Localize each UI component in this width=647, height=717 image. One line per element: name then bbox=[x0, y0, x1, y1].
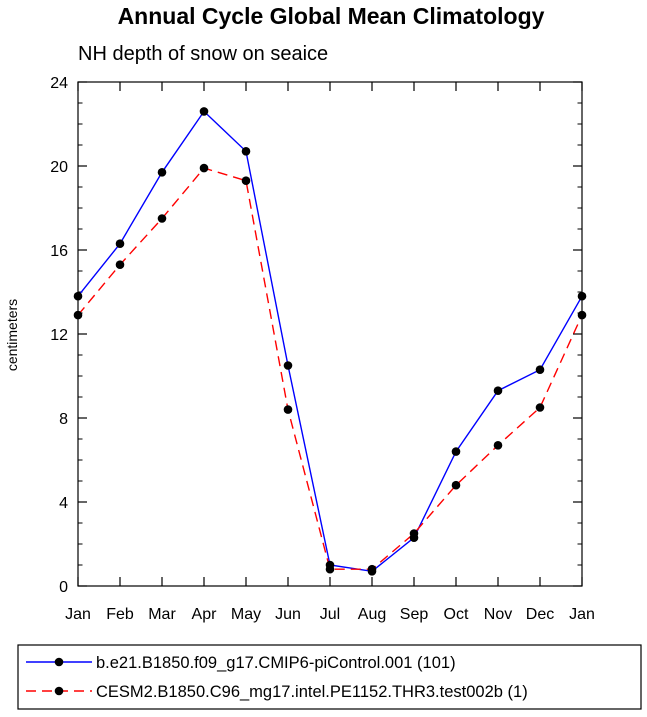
x-tick-label: Sep bbox=[400, 606, 429, 623]
data-point-series-2 bbox=[157, 214, 167, 223]
data-point-series-2 bbox=[241, 176, 251, 185]
y-axis-label: centimeters bbox=[4, 299, 20, 371]
data-point-series-2 bbox=[115, 260, 125, 270]
legend-label-2: CESM2.B1850.C96_mg17.intel.PE1152.THR3.t… bbox=[96, 683, 528, 701]
series-line-2 bbox=[77, 167, 583, 570]
data-point-series-2 bbox=[325, 564, 335, 574]
x-tick-label: Feb bbox=[106, 606, 134, 623]
data-point-series-1 bbox=[535, 365, 545, 375]
legend: b.e21.B1850.f09_g17.CMIP6-piControl.001 … bbox=[26, 654, 528, 701]
legend-box bbox=[17, 644, 642, 710]
y-tick-label: 16 bbox=[50, 243, 68, 260]
legend-marker-1 bbox=[54, 657, 64, 667]
y-tick-label: 12 bbox=[50, 327, 68, 344]
x-tick-label: Aug bbox=[358, 606, 386, 623]
y-tick-label: 24 bbox=[50, 75, 68, 92]
data-point-series-1 bbox=[283, 361, 293, 370]
data-point-series-2 bbox=[409, 529, 419, 538]
y-tick-label: 4 bbox=[59, 495, 68, 512]
data-point-series-1 bbox=[241, 147, 251, 156]
x-tick-label: Mar bbox=[148, 606, 176, 623]
x-tick-label: May bbox=[231, 606, 261, 623]
data-point-series-1 bbox=[199, 107, 209, 116]
data-point-series-1 bbox=[451, 447, 461, 456]
chart-title: Annual Cycle Global Mean Climatology bbox=[118, 3, 545, 29]
x-tick-label: Nov bbox=[484, 606, 512, 623]
series-layer bbox=[73, 107, 587, 576]
x-tick-label: Jan bbox=[65, 606, 91, 623]
legend-label-1: b.e21.B1850.f09_g17.CMIP6-piControl.001 … bbox=[96, 654, 456, 672]
x-tick-label: Apr bbox=[192, 606, 218, 623]
data-point-series-1 bbox=[115, 239, 125, 248]
data-point-series-1 bbox=[577, 291, 587, 301]
x-tick-label: Jan bbox=[569, 606, 595, 623]
chart-subtitle: NH depth of snow on seaice bbox=[78, 43, 328, 65]
data-point-series-2 bbox=[535, 403, 545, 412]
y-tick-label: 8 bbox=[59, 411, 68, 428]
data-point-series-2 bbox=[73, 310, 83, 320]
data-point-series-2 bbox=[577, 310, 587, 320]
data-point-series-2 bbox=[367, 564, 377, 574]
data-point-series-2 bbox=[199, 163, 209, 173]
x-tick-label: Jul bbox=[320, 606, 340, 623]
y-tick-label: 20 bbox=[50, 159, 68, 176]
data-point-series-1 bbox=[493, 386, 503, 396]
plot-frame bbox=[77, 81, 583, 587]
x-tick-label: Jun bbox=[275, 606, 301, 623]
data-point-series-2 bbox=[493, 441, 503, 450]
series-line-1 bbox=[77, 110, 583, 573]
x-tick-label: Dec bbox=[526, 606, 554, 623]
axes: 0 4 8 12 16 20 24 Jan Feb Mar Apr May Jun Jul Aug Sep Oc… bbox=[50, 75, 595, 623]
y-tick-label: 0 bbox=[59, 579, 68, 596]
x-tick-label: Oct bbox=[444, 606, 469, 623]
data-point-series-2 bbox=[451, 480, 461, 490]
data-point-series-1 bbox=[73, 291, 83, 301]
legend-marker-2 bbox=[54, 686, 64, 696]
data-point-series-2 bbox=[283, 405, 293, 414]
data-point-series-1 bbox=[157, 168, 167, 177]
